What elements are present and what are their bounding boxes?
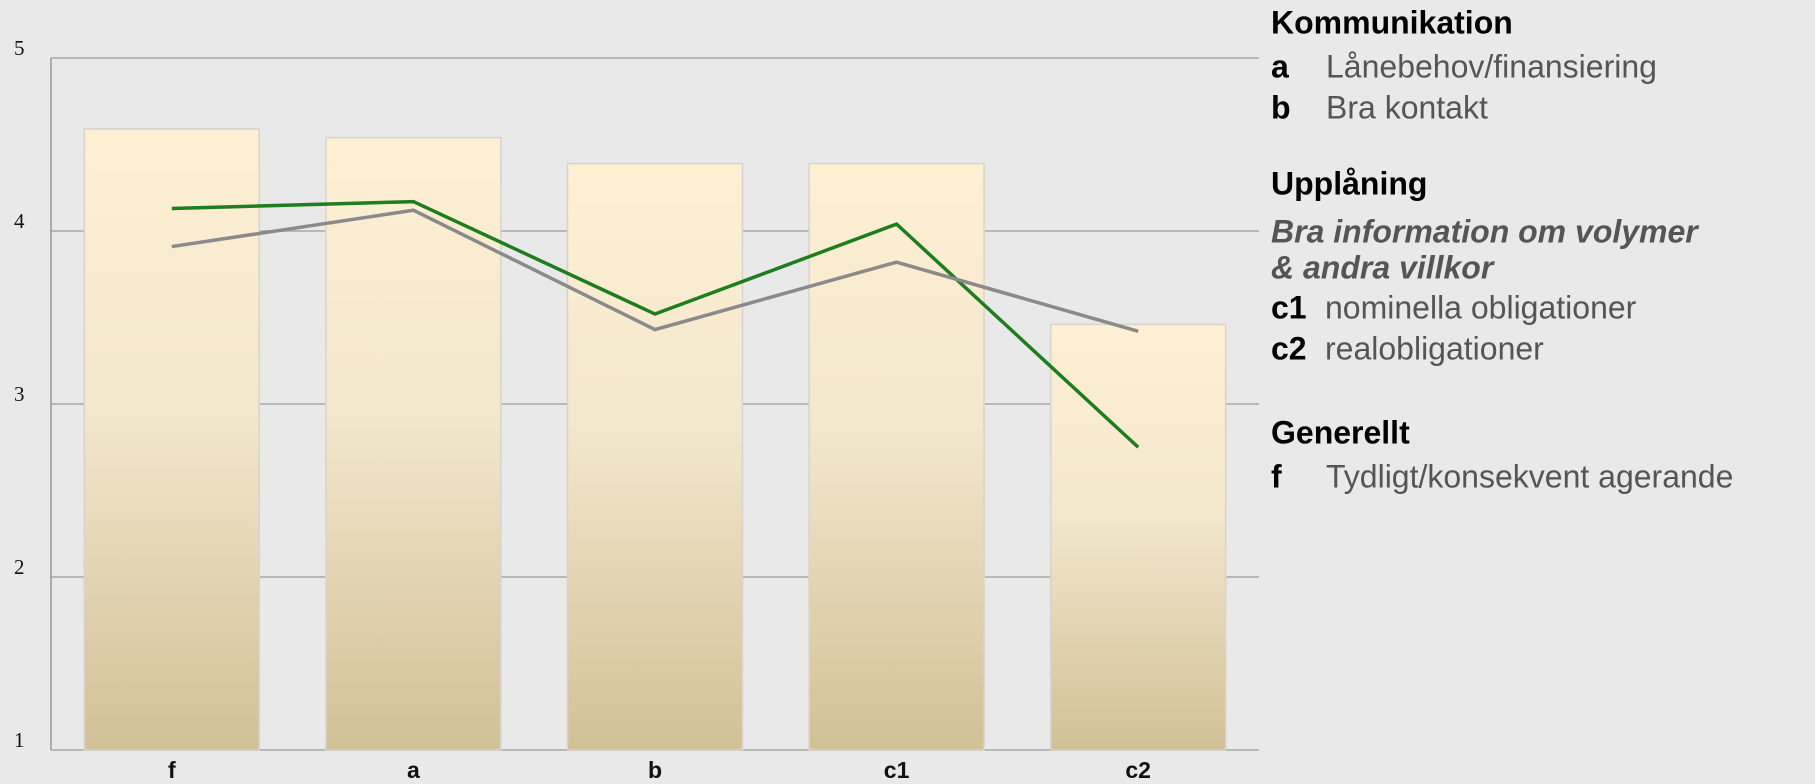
legend-label: Lånebehov/finansiering <box>1326 48 1657 84</box>
legend-key: b <box>1271 89 1291 125</box>
bar <box>83 128 261 751</box>
legend-key: c1 <box>1271 289 1307 325</box>
legend-key: c2 <box>1271 330 1307 366</box>
y-tick-label: 1 <box>14 728 25 752</box>
y-tick-label: 3 <box>14 382 25 406</box>
x-tick-label: c2 <box>1125 757 1151 783</box>
x-tick-label: a <box>407 757 420 783</box>
legend-subheading: & andra villkor <box>1271 249 1495 285</box>
legend-label: Tydligt/konsekvent agerande <box>1326 458 1733 494</box>
legend-label: nominella obligationer <box>1325 289 1637 325</box>
line-series <box>171 199 1140 449</box>
bar <box>1049 323 1227 751</box>
legend-heading: Generellt <box>1271 414 1410 450</box>
x-tick-label: f <box>168 757 176 783</box>
legend-label: realobligationer <box>1325 330 1544 366</box>
line-series <box>171 208 1139 334</box>
legend-key: a <box>1271 48 1289 84</box>
y-tick-label: 4 <box>14 209 25 233</box>
bar <box>566 162 744 751</box>
y-tick-label: 5 <box>14 36 25 60</box>
bar <box>808 162 985 751</box>
legend-heading: Kommunikation <box>1271 4 1513 40</box>
legend-label: Bra kontakt <box>1326 89 1488 125</box>
legend-heading: Upplåning <box>1271 165 1427 201</box>
legend-key: f <box>1271 458 1282 494</box>
legend-subheading: Bra information om volymer <box>1271 213 1699 249</box>
x-tick-label: b <box>648 757 662 783</box>
y-tick-label: 2 <box>14 555 25 579</box>
x-tick-label: c1 <box>884 757 910 783</box>
